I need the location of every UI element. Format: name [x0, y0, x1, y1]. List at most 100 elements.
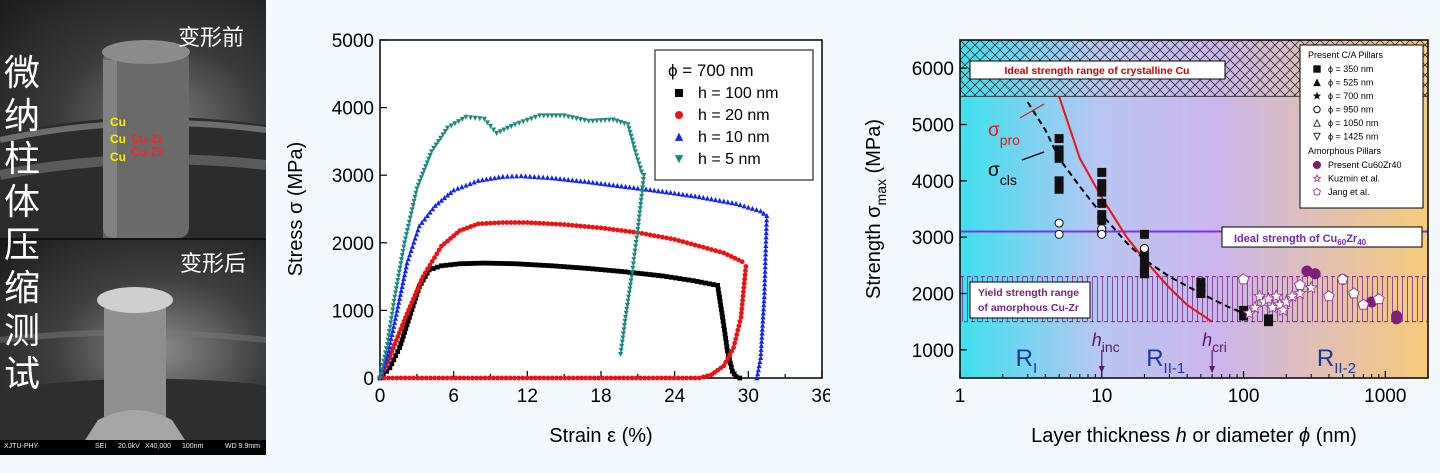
layer-label-cu: Cu — [110, 115, 126, 129]
data-point — [636, 218, 642, 224]
data-point — [387, 324, 393, 330]
data-point — [445, 238, 450, 244]
x-tick-label: 10 — [1091, 386, 1112, 407]
legend-marker — [1313, 105, 1321, 114]
data-point — [741, 285, 747, 290]
series-3 — [377, 113, 647, 381]
data-point — [404, 311, 410, 317]
data-point — [471, 179, 477, 185]
sem-kv: 20.0kV — [118, 443, 140, 450]
vlabel-char: 体 — [4, 182, 41, 223]
y-tick-label: 4000 — [332, 99, 374, 120]
data-point — [623, 228, 628, 234]
data-point — [411, 239, 417, 245]
data-point — [483, 176, 489, 182]
data-point — [394, 307, 400, 313]
data-point — [444, 375, 450, 381]
data-point — [1054, 145, 1064, 155]
data-point — [391, 323, 397, 329]
data-point — [508, 123, 514, 130]
data-point — [444, 192, 451, 198]
data-point — [1139, 229, 1149, 239]
data-point — [399, 283, 405, 290]
data-point — [382, 350, 389, 356]
data-point — [627, 282, 634, 288]
data-point — [624, 306, 630, 312]
data-point — [520, 375, 526, 381]
h-marker-arrowhead — [1098, 366, 1105, 373]
vlabel-char: 柱 — [4, 139, 41, 180]
y-tick-label: 5000 — [912, 116, 954, 137]
data-point — [578, 223, 583, 229]
data-point — [492, 175, 498, 181]
data-point — [727, 352, 733, 358]
h-marker-sub: inc — [1102, 339, 1120, 355]
data-point — [390, 327, 396, 333]
data-point — [635, 226, 641, 233]
data-point — [1097, 167, 1107, 177]
data-point — [629, 269, 635, 276]
data-point — [390, 307, 396, 313]
strength-chart: 1 10 100 1000 1000 2000 3000 4000 5000 6000 Ideal… — [863, 39, 1429, 447]
layer-label-cu: Cu — [110, 132, 126, 146]
data-point — [435, 200, 441, 206]
data-point — [736, 257, 741, 263]
data-point — [620, 335, 626, 341]
data-point — [401, 276, 407, 282]
region-sub: II-2 — [1334, 360, 1356, 377]
data-point — [639, 193, 645, 199]
data-point — [600, 375, 606, 381]
data-point — [393, 311, 399, 317]
data-point — [578, 265, 583, 271]
data-point — [1269, 289, 1283, 303]
data-point — [448, 236, 453, 241]
layer-label-cuzr: Cu-Zr — [131, 132, 163, 146]
data-point — [495, 375, 501, 381]
data-point — [586, 224, 592, 230]
data-point — [625, 122, 631, 128]
data-point — [452, 261, 458, 267]
data-point — [606, 181, 612, 187]
data-point — [728, 360, 733, 366]
data-point — [536, 174, 542, 180]
legend-label: ϕ = 1425 nm — [1328, 132, 1378, 142]
data-point — [704, 195, 710, 201]
data-point — [508, 261, 514, 267]
data-point — [414, 289, 419, 294]
data-point — [463, 114, 469, 120]
data-point — [700, 374, 706, 380]
data-point — [610, 182, 616, 188]
data-point — [621, 323, 628, 329]
label-yield-1: Yield strength range — [978, 287, 1079, 299]
data-point — [1285, 289, 1299, 303]
data-point — [518, 173, 524, 179]
data-point — [520, 261, 526, 267]
data-point — [635, 185, 641, 191]
legend-label: Present Cu60Zr40 — [1328, 160, 1402, 170]
data-point — [708, 196, 715, 202]
data-point — [533, 220, 538, 226]
data-point — [505, 125, 511, 131]
data-point — [612, 375, 618, 381]
data-point — [419, 375, 425, 381]
data-point — [655, 273, 661, 278]
data-point — [475, 177, 481, 183]
x-axis-label: Layer thickness h or diameter ϕ (nm) — [1031, 425, 1357, 447]
data-point — [387, 365, 393, 371]
legend-marker — [1312, 160, 1322, 170]
sigma-cls-sub: cls — [1000, 172, 1017, 188]
data-point — [621, 327, 627, 333]
data-point — [650, 375, 656, 381]
data-point — [411, 198, 417, 204]
data-point — [755, 367, 761, 373]
region-sub: II-1 — [1164, 360, 1186, 377]
legend-marker — [1313, 187, 1321, 196]
data-point — [426, 156, 432, 162]
data-point — [627, 229, 633, 235]
data-point — [631, 257, 637, 263]
data-point — [395, 277, 401, 284]
data-point — [452, 121, 458, 127]
data-point — [429, 149, 435, 155]
data-point — [569, 115, 575, 121]
data-point — [402, 240, 408, 246]
